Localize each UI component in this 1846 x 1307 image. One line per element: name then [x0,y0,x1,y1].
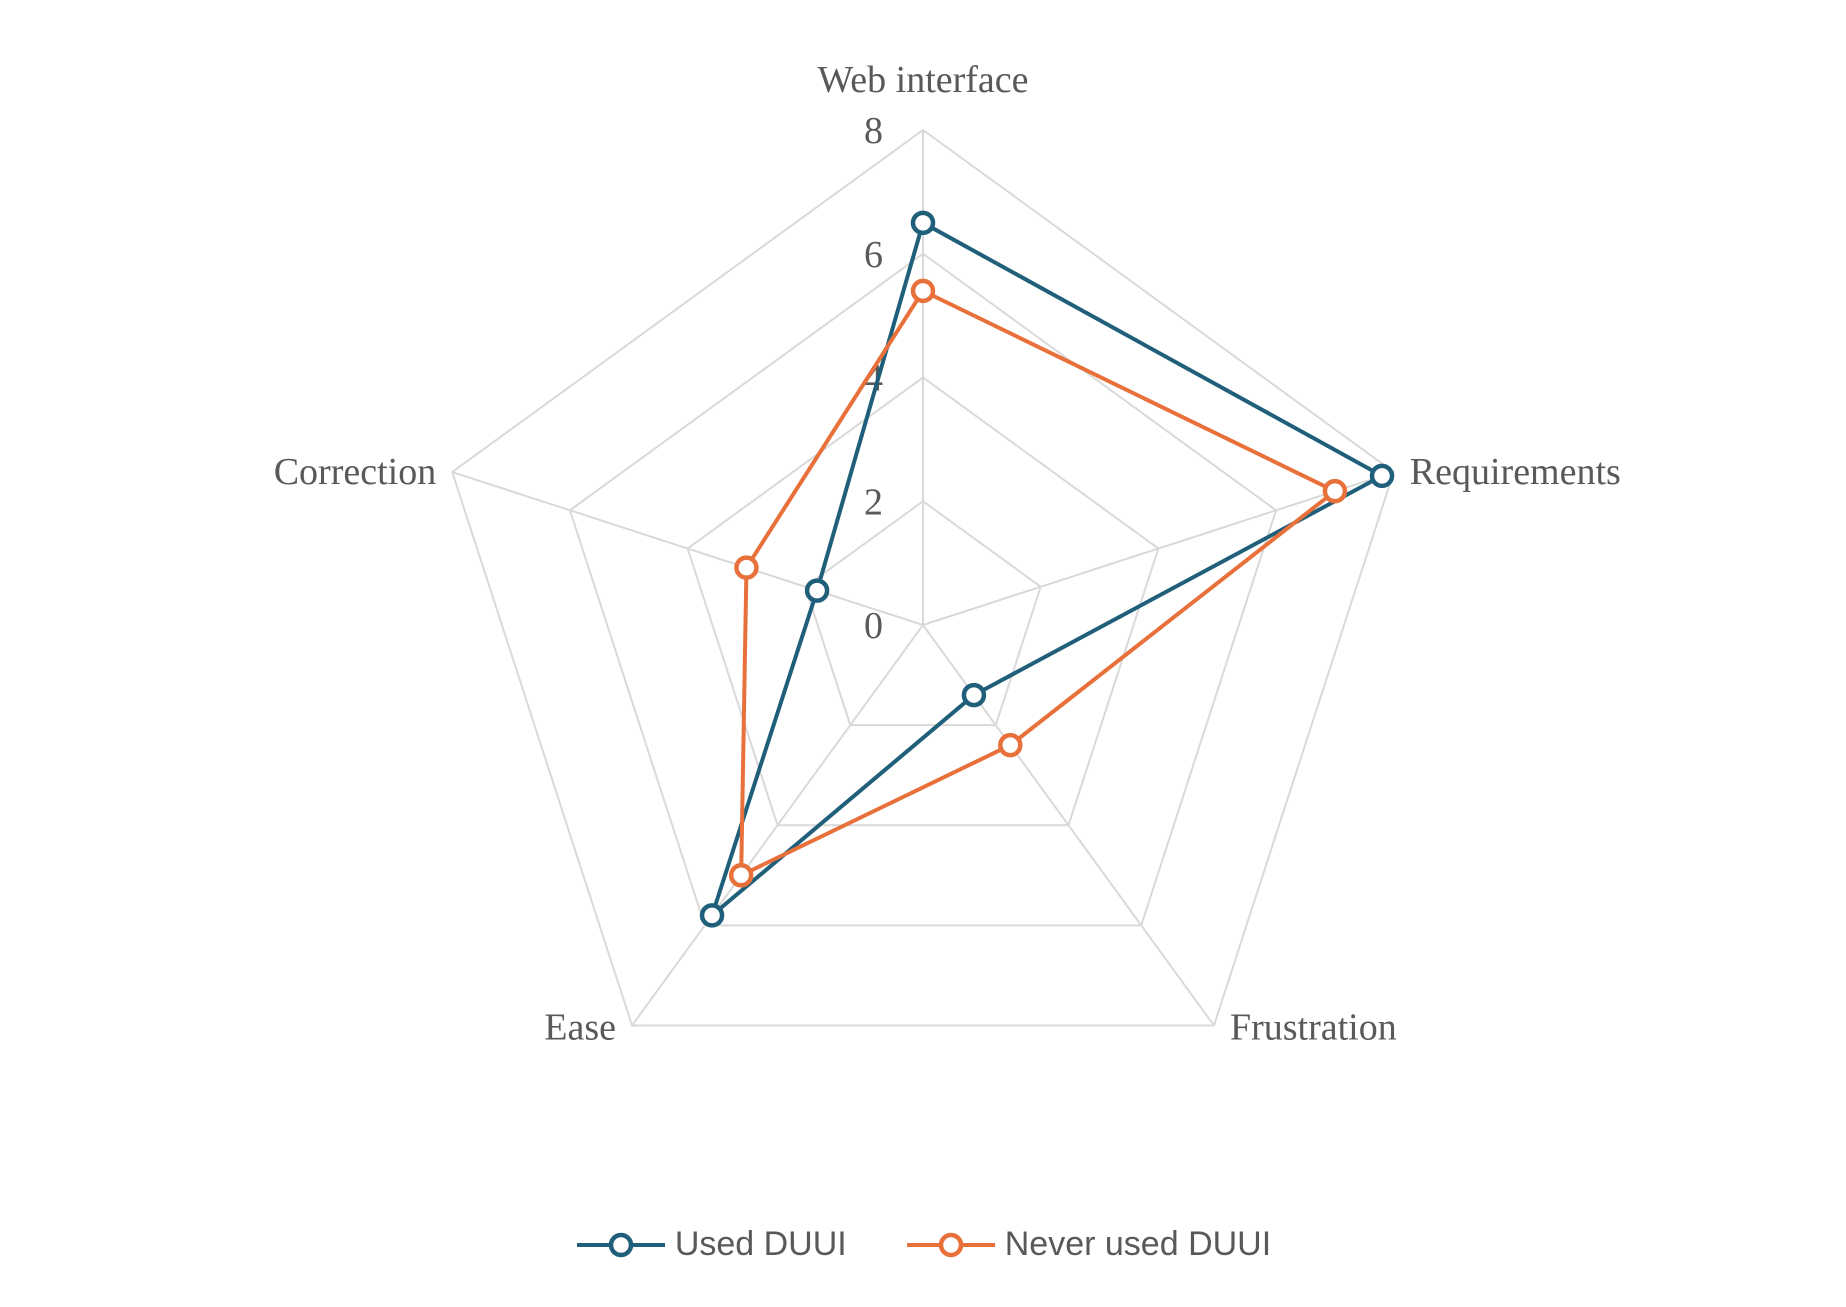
data-point-used-duui-frustration [961,682,987,708]
legend-swatch-never-used-duui [906,1232,995,1257]
legend-swatch-marker [608,1232,634,1257]
grid-ring-4 [686,376,1160,827]
data-point-used-duui-web-interface [910,210,936,236]
legend-label-used-duui: Used DUUI [674,1225,847,1263]
legend-item-used-duui: Used DUUI [575,1225,847,1264]
axis-label-frustration: Frustration [1230,1006,1397,1048]
legend: Used DUUI Never used DUUI [0,1225,1846,1264]
series-never-used-duui [728,278,1348,888]
data-point-never-used-duui-requirements [1322,478,1348,504]
series-layer [699,210,1395,928]
axis-label-web-interface: Web interface [817,59,1028,101]
grid-ring-8 [451,128,1395,1027]
tick-label-8: 8 [864,110,883,152]
data-point-never-used-duui-ease [728,863,754,888]
tick-labels: 0 2 4 6 8 [864,110,883,647]
grid-ring-2 [804,500,1042,727]
data-point-never-used-duui-correction [734,555,759,580]
axis-labels: Web interface Requirements Frustration Ease… [274,59,1621,1048]
spoke-correction [451,471,924,626]
grid-ring-6 [568,252,1278,927]
data-point-never-used-duui-frustration [998,732,1023,758]
tick-label-6: 6 [864,234,883,276]
tick-label-0: 0 [864,605,883,647]
legend-swatch-marker [938,1232,963,1257]
legend-swatch-used-duui [576,1232,665,1257]
axis-label-correction: Correction [274,451,437,493]
axis-label-requirements: Requirements [1410,451,1621,493]
data-point-used-duui-ease [699,903,725,928]
axis-label-ease: Ease [544,1006,616,1048]
data-point-used-duui-requirements [1369,463,1395,489]
tick-label-2: 2 [864,481,883,523]
legend-item-never-used-duui: Never used DUUI [905,1225,1271,1264]
series-line-never-used-duui [739,288,1337,878]
data-point-never-used-duui-web-interface [910,278,936,304]
tick-label-4: 4 [864,358,883,400]
series-used-duui [699,210,1395,928]
radar-grid [451,128,1395,1027]
spoke-requirements [922,471,1395,626]
data-point-used-duui-correction [804,578,830,603]
series-line-used-duui [710,220,1385,918]
spoke-ease [631,624,924,1027]
legend-label-never-used-duui: Never used DUUI [1004,1225,1272,1263]
